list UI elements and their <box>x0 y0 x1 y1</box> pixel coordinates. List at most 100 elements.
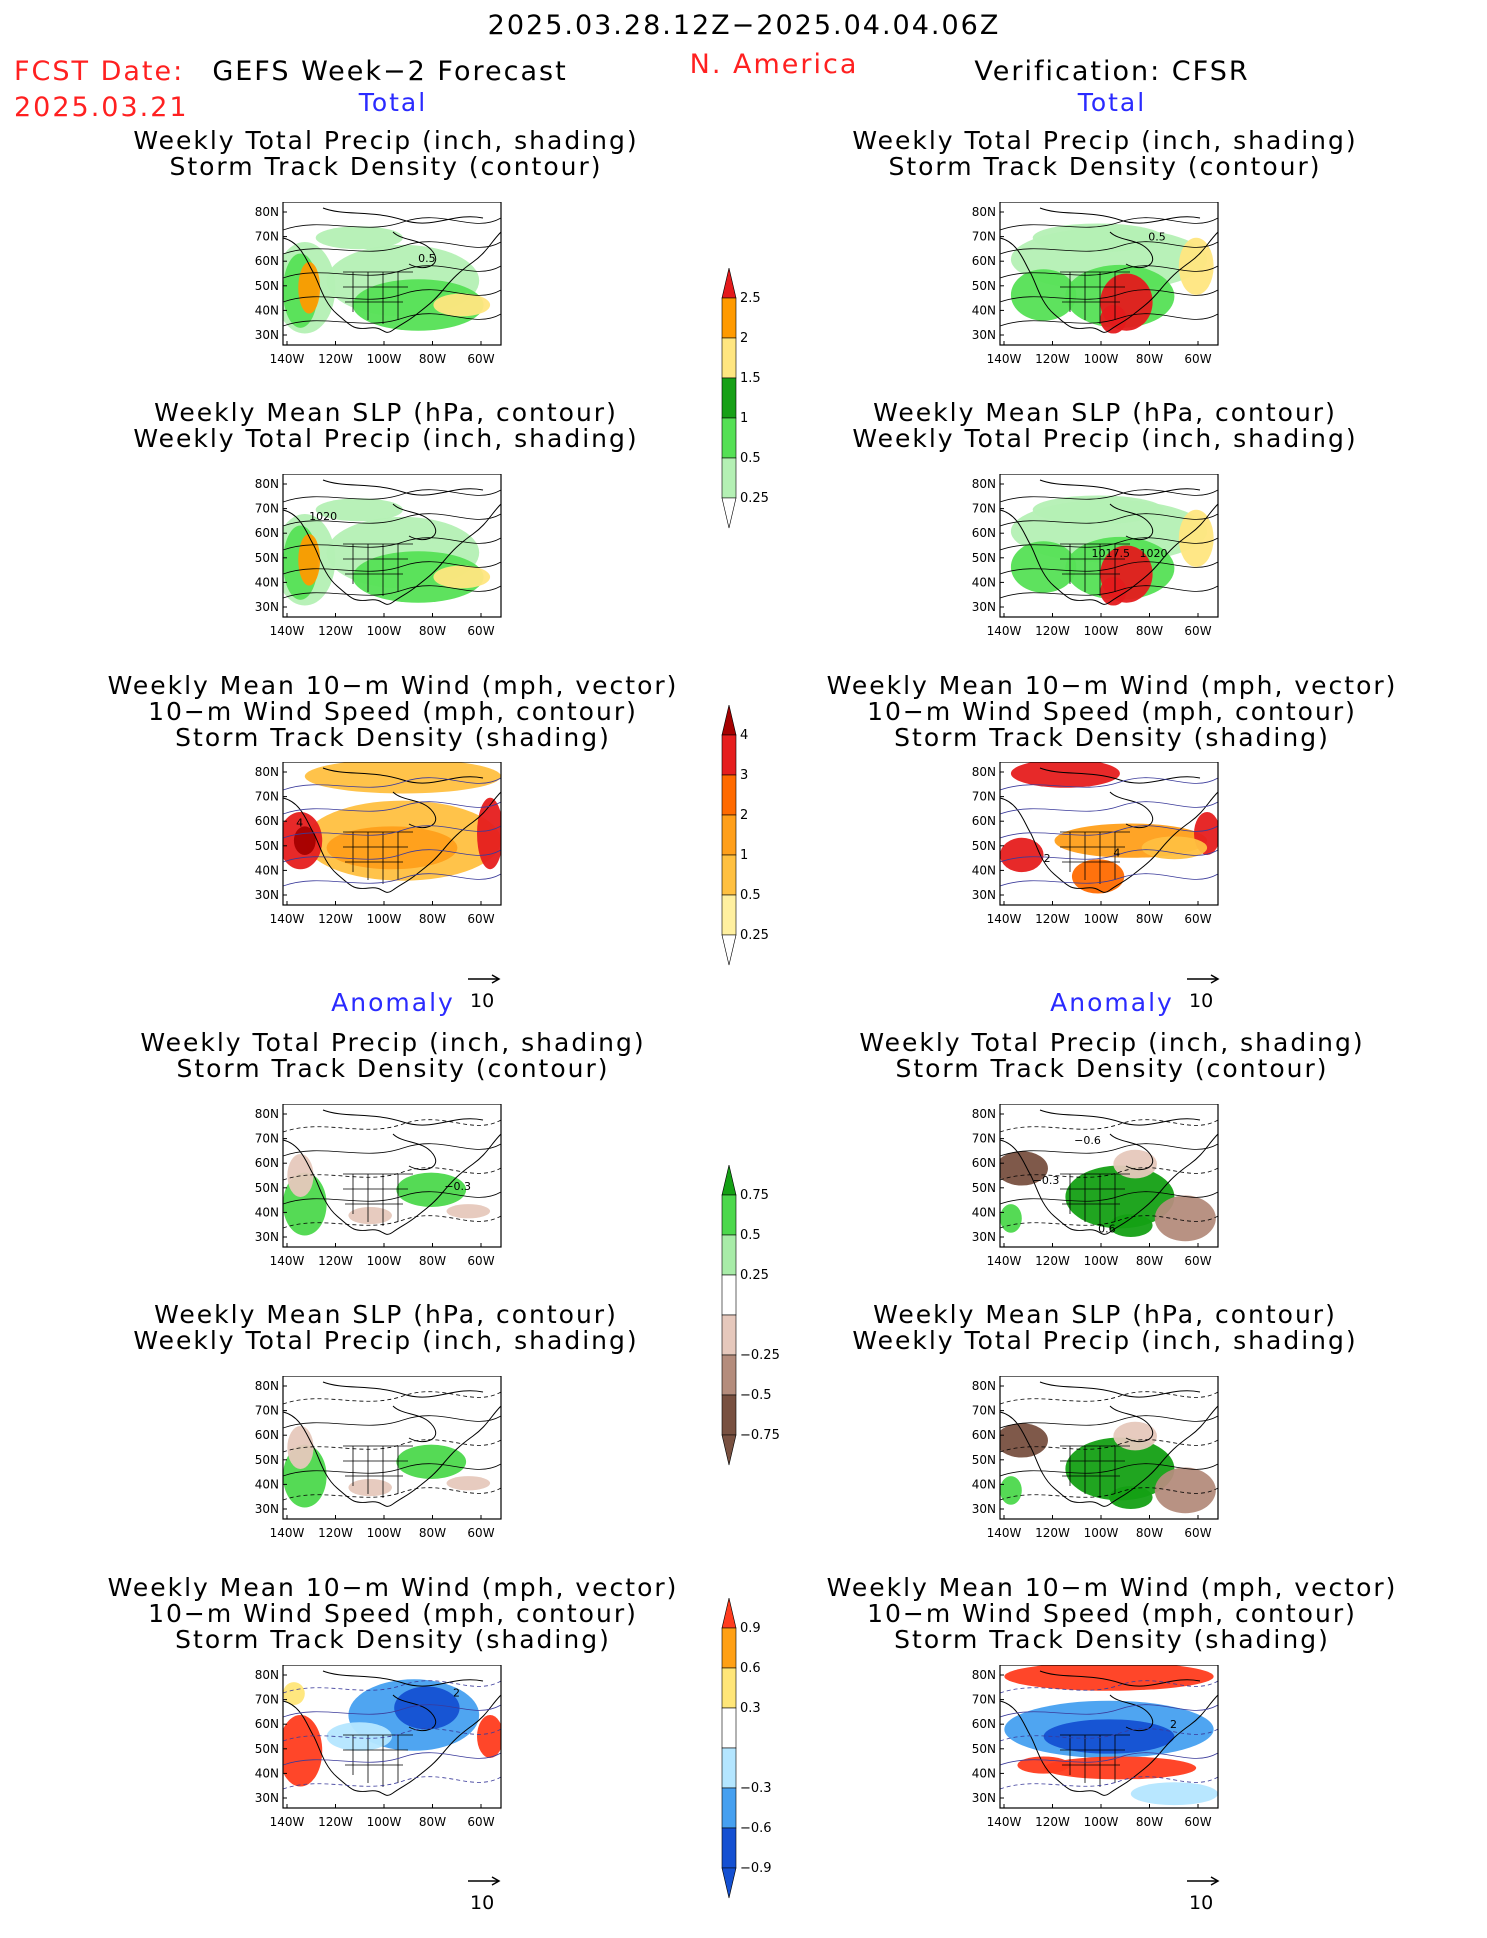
shading-region <box>433 565 491 589</box>
colorbar-swatch <box>721 1827 737 1869</box>
colorbar-swatch <box>721 1627 737 1669</box>
lon-tick-label: 60W <box>1184 1526 1211 1540</box>
contour-line <box>283 1391 501 1405</box>
section-total-left: Total <box>358 88 428 117</box>
lon-tick-label: 60W <box>1184 352 1211 366</box>
state-boundaries <box>343 543 413 596</box>
lon-tick-label: 100W <box>1084 352 1119 366</box>
contour-line <box>1000 489 1218 503</box>
state-boundaries <box>343 271 413 324</box>
contour-label: 1020 <box>1140 547 1168 560</box>
colorbar-swatch <box>721 1867 737 1899</box>
colorbar-label: 1 <box>740 848 748 863</box>
lat-tick-label: 80N <box>255 205 279 219</box>
section-anomaly-left: Anomaly <box>331 988 455 1017</box>
shading-region <box>1154 1195 1216 1242</box>
panel-title-gefs-precip-total: Weekly Total Precip (inch, shading) Stor… <box>133 128 638 180</box>
lon-tick-label: 140W <box>987 1815 1022 1829</box>
lat-tick-label: 40N <box>972 1205 996 1219</box>
colorbar-label: 0.75 <box>740 1188 769 1203</box>
colorbar-label: 0.3 <box>740 1701 761 1716</box>
map-panel-gefs-precip-total: 0.5 80N 70N 60N 50N 40N 30N 140W 120W 100W 80W 60W <box>255 202 502 366</box>
shading-region <box>1178 509 1214 567</box>
contour-line <box>283 1191 501 1205</box>
lat-tick-label: 70N <box>972 1404 996 1418</box>
colorbar-swatch <box>721 734 737 776</box>
title-line: 10−m Wind Speed (mph, contour) <box>867 697 1357 726</box>
colorbar-swatch <box>721 774 737 816</box>
shading-region <box>1109 1486 1153 1509</box>
lat-tick-label: 40N <box>255 303 279 317</box>
panel-title-cfsr-slp-total: Weekly Mean SLP (hPa, contour) Weekly To… <box>852 400 1357 452</box>
lon-tick-label: 120W <box>1035 352 1070 366</box>
title-line: Storm Track Density (shading) <box>894 723 1330 752</box>
colorbar-swatch <box>721 1194 737 1236</box>
fcst-date-label: FCST Date: <box>14 56 185 87</box>
colorbar-label: 1.5 <box>740 371 761 386</box>
panel-title-gefs-wind-anom: Weekly Mean 10−m Wind (mph, vector) 10−m… <box>108 1575 679 1653</box>
lat-tick-label: 50N <box>255 1742 279 1756</box>
lon-tick-label: 100W <box>1084 912 1119 926</box>
colorbar-label: −0.25 <box>740 1348 780 1363</box>
lat-tick-label: 60N <box>972 814 996 828</box>
contour-line <box>283 313 501 327</box>
contour-label: 4 <box>1113 846 1120 859</box>
map-panel-gefs-slp-total: 1020 80N 70N 60N 50N 40N 30N 140W 120W 100W 80W 60W <box>255 474 502 638</box>
shading-region <box>298 534 321 586</box>
contour-label: −0.3 <box>444 1180 471 1193</box>
colorbar-label: 0.25 <box>740 928 769 943</box>
arrow-right-icon <box>468 974 501 984</box>
title-line: Weekly Mean 10−m Wind (mph, vector) <box>826 671 1398 700</box>
coastline <box>283 1670 501 1796</box>
colorbar-swatch <box>721 1234 737 1276</box>
shading-region <box>394 1686 460 1730</box>
contour-line <box>1000 1728 1218 1742</box>
contour-label: 0.6 <box>1098 1223 1116 1236</box>
lon-tick-label: 60W <box>1184 912 1211 926</box>
title-line: Storm Track Density (shading) <box>175 723 611 752</box>
colorbar-label: 4 <box>740 728 748 743</box>
contour-line <box>1000 825 1218 839</box>
lat-tick-label: 80N <box>255 1107 279 1121</box>
contour-line <box>1000 1439 1218 1453</box>
lat-tick-label: 70N <box>255 790 279 804</box>
contour-line <box>283 1776 501 1790</box>
colorbar-label: 2 <box>740 331 748 346</box>
lon-tick-label: 100W <box>367 1815 402 1829</box>
colorbar-swatch <box>721 1667 737 1709</box>
lat-tick-label: 30N <box>972 1230 996 1244</box>
title-line: Weekly Mean 10−m Wind (mph, vector) <box>107 671 679 700</box>
lon-tick-label: 140W <box>987 352 1022 366</box>
shading-region <box>1032 223 1164 253</box>
title-line: Storm Track Density (contour) <box>169 152 603 181</box>
lat-tick-label: 50N <box>972 1453 996 1467</box>
colorbar-label: 0.5 <box>740 888 761 903</box>
lon-tick-label: 80W <box>1136 912 1163 926</box>
colorbar-label: 0.5 <box>740 451 761 466</box>
colorbar-swatch <box>721 1434 737 1466</box>
contour-line <box>283 1119 501 1133</box>
colorbar-storm-total: 4 3 2 1 0.5 0.25 <box>721 705 769 966</box>
contour-line <box>1000 849 1218 863</box>
contour-line <box>1000 1391 1218 1405</box>
contour-line <box>283 489 501 503</box>
contour-label: 1020 <box>309 510 337 523</box>
contour-line <box>1000 1680 1218 1694</box>
lon-tick-label: 120W <box>318 1254 353 1268</box>
colorbar-swatch <box>721 297 737 339</box>
contour-line <box>283 777 501 791</box>
lat-tick-label: 30N <box>972 600 996 614</box>
contour-line <box>283 1487 501 1501</box>
contour-line <box>1000 1776 1218 1790</box>
map-panel-cfsr-slp-anom: 80N 70N 60N 50N 40N 30N 140W 120W 100W 80W 60W <box>972 1376 1219 1540</box>
coastline <box>1000 1670 1218 1796</box>
map-panel-cfsr-wind-anom: 2 80N 70N 60N 50N 40N 30N 140W 120W 100W 80W 60W <box>972 1665 1219 1829</box>
contour-label: 0.5 <box>1148 231 1166 244</box>
lat-tick-label: 70N <box>972 502 996 516</box>
state-boundaries <box>343 1734 413 1787</box>
lat-tick-label: 80N <box>972 1107 996 1121</box>
lat-tick-label: 40N <box>972 863 996 877</box>
contour-line <box>1000 537 1218 551</box>
contour-line <box>1000 265 1218 279</box>
lon-tick-label: 60W <box>1184 1254 1211 1268</box>
